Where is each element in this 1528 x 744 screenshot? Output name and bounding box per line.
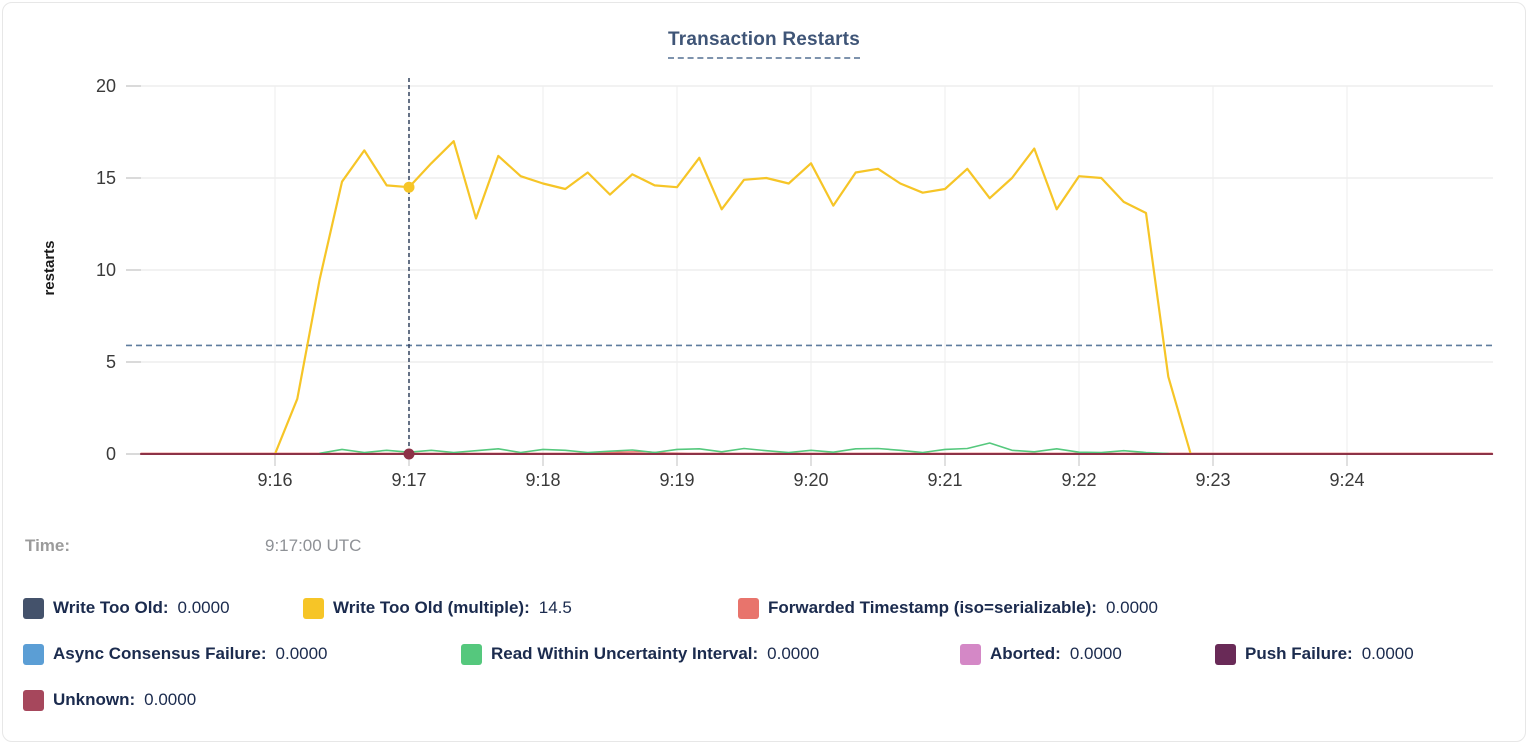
legend-label: Write Too Old (multiple): [333,598,530,617]
x-tick-label: 9:24 [1329,470,1365,490]
hover-time-label: Time: [25,536,71,555]
legend-value: 0.0000 [1361,644,1414,663]
x-tick-label: 9:18 [525,470,561,490]
y-tick-label: 20 [95,76,116,96]
legend-value: 14.5 [538,598,572,617]
series-line-read-within-uncertainty-interval [318,442,1170,455]
legend-label: Forwarded Timestamp (iso=serializable): [768,598,1097,617]
hover-time-row: Time: 9:17:00 UTC [3,536,1525,562]
legend-item: Read Within Uncertainty Interval: 0.0000 [461,642,819,666]
legend-value: 0.0000 [1069,644,1122,663]
legend-row: Write Too Old: 0.0000 Write Too Old (multi… [3,596,1525,624]
legend-value: 0.0000 [1105,598,1158,617]
legend-label: Read Within Uncertainty Interval: [491,644,759,663]
legend-row: Async Consensus Failure: 0.0000 Read Withi… [3,642,1525,670]
legend-swatch-icon [303,597,324,619]
legend-label: Write Too Old: [53,598,169,617]
legend-item: Write Too Old (multiple): 14.5 [303,596,572,620]
legend-swatch-icon [461,643,482,665]
legend-label: Push Failure: [1245,644,1353,663]
legend-value: 0.0000 [767,644,820,663]
legend-item: Async Consensus Failure: 0.0000 [23,642,328,666]
x-tick-label: 9:19 [659,470,695,490]
x-tick-label: 9:22 [1061,470,1097,490]
legend-swatch-icon [738,597,759,619]
y-tick-label: 10 [95,260,116,280]
series-line-write-too-old-multiple [273,140,1192,456]
legend-swatch-icon [23,689,44,711]
legend-item: Forwarded Timestamp (iso=serializable): 0… [738,596,1158,620]
chart-title[interactable]: Transaction Restarts [668,29,860,59]
plot-area [126,78,1494,466]
x-tick-label: 9:16 [257,470,293,490]
chart-header: Transaction Restarts [3,29,1525,59]
legend-value: 0.0000 [177,598,230,617]
y-tick-label: 15 [95,168,116,188]
legend-row: Unknown: 0.0000 [3,688,1525,716]
legend-value: 0.0000 [275,644,328,663]
x-tick-label: 9:23 [1195,470,1231,490]
legend-swatch-icon [1215,643,1236,665]
legend-label: Async Consensus Failure: [53,644,267,663]
x-tick-label: 9:17 [391,470,427,490]
legend-swatch-icon [960,643,981,665]
y-tick-label: 5 [105,352,116,372]
legend-value: 0.0000 [144,690,197,709]
legend-item: Unknown: 0.0000 [23,688,196,712]
legend-swatch-icon [23,643,44,665]
hover-time-value: 9:17:00 UTC [265,536,362,555]
x-tick-label: 9:21 [927,470,963,490]
legend-swatch-icon [23,597,44,619]
legend-item: Aborted: 0.0000 [960,642,1122,666]
x-tick-label: 9:20 [793,470,829,490]
transaction-restarts-chart[interactable]: 0 5 10 15 20 9:16 9:17 9:18 9:19 9:20 9:21 9:22 9:23… [3,3,1528,523]
y-axis-title: restarts [41,240,58,296]
y-tick-label: 0 [105,444,116,464]
legend-item: Push Failure: 0.0000 [1215,642,1414,666]
legend-item: Write Too Old: 0.0000 [23,596,230,620]
hover-dot-zero [403,448,415,460]
hover-dot-highlight [403,181,415,193]
legend-label: Unknown: [53,690,136,709]
legend-label: Aborted: [990,644,1061,663]
